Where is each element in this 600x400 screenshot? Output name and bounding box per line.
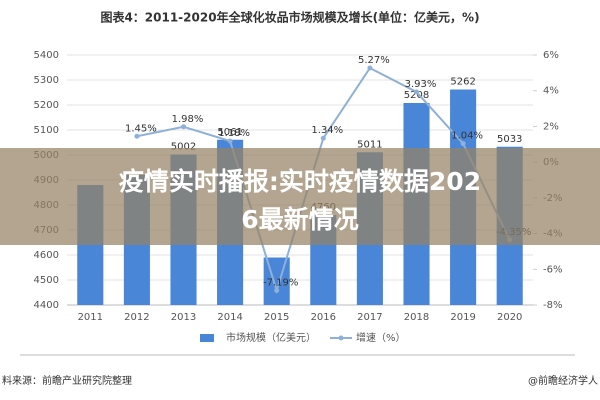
growth-label: 1.04% [451, 131, 483, 142]
y2-tick-label: 6% [543, 50, 559, 61]
banner-text: 疫情实时播报:实时疫情数据202 [119, 167, 481, 196]
banner-text: 6最新情况 [241, 205, 358, 234]
x-tick-label: 2013 [171, 312, 196, 323]
x-tick-label: 2016 [311, 312, 336, 323]
x-tick-label: 2018 [404, 312, 429, 323]
growth-label: 1.34% [311, 125, 343, 136]
growth-label: 1.18% [218, 128, 250, 139]
growth-point [367, 65, 373, 71]
y2-tick-label: 2% [543, 121, 559, 132]
growth-point [460, 141, 466, 147]
bar-label: 5011 [357, 139, 382, 150]
bar-label: 5002 [171, 142, 196, 153]
chart-title: 图表4：2011-2020年全球化妆品市场规模及增长(单位：亿美元，%) [100, 10, 479, 25]
growth-point [320, 135, 326, 141]
bar-label: 5208 [404, 90, 429, 101]
banner [0, 148, 600, 245]
growth-point [134, 133, 140, 139]
bar-label: 5061 [217, 127, 242, 138]
y-tick-label: 4400 [34, 300, 59, 311]
growth-point [274, 288, 280, 294]
y-tick-label: 5100 [34, 125, 59, 136]
source: 料来源：前瞻产业研究院整理 [2, 374, 132, 387]
x-tick-label: 2020 [497, 312, 522, 323]
x-tick-label: 2019 [450, 312, 475, 323]
growth-label: -7.19% [263, 278, 298, 289]
y-tick-label: 5400 [34, 50, 59, 61]
growth-point [227, 138, 233, 144]
growth-label: 1.45% [125, 123, 157, 134]
bar-label: 5033 [497, 134, 522, 145]
y2-tick-label: -8% [543, 300, 562, 311]
x-tick-label: 2011 [78, 312, 103, 323]
growth-point [181, 124, 186, 130]
x-tick-label: 2015 [264, 312, 289, 323]
legend-label: 市场规模（亿美元） [226, 331, 316, 344]
watermark: @前瞻经济学人 [528, 374, 598, 387]
growth-label: 3.93% [405, 79, 437, 90]
y2-tick-label: 4% [543, 86, 559, 97]
y-tick-label: 4500 [34, 275, 59, 286]
growth-label: 1.98% [172, 114, 204, 125]
y-tick-label: 5300 [34, 75, 59, 86]
bar-label: 5262 [450, 77, 475, 88]
growth-label: 5.27% [358, 55, 390, 66]
y2-tick-label: -6% [543, 264, 562, 275]
x-tick-label: 2014 [217, 312, 242, 323]
x-tick-label: 2012 [124, 312, 149, 323]
y-tick-label: 4600 [34, 250, 59, 261]
legend-swatch [200, 334, 214, 342]
y-tick-label: 5200 [34, 100, 59, 111]
legend-label: 增速（%） [356, 331, 406, 344]
legend-swatch [338, 335, 344, 341]
growth-point [414, 89, 419, 95]
x-tick-label: 2017 [357, 312, 382, 323]
